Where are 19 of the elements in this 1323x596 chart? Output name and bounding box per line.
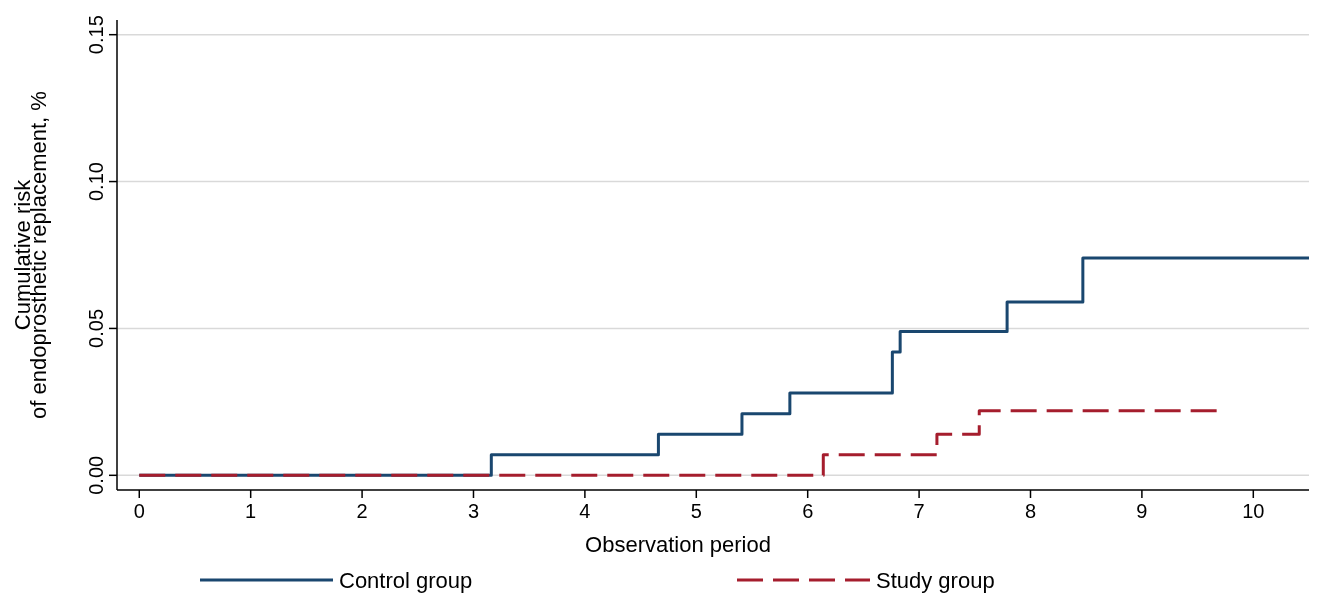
x-tick-label: 0 bbox=[133, 500, 145, 522]
x-tick-label: 2 bbox=[356, 500, 368, 522]
legend-label: Study group bbox=[876, 568, 995, 593]
y-tick-label: 0.00 bbox=[85, 455, 107, 495]
x-tick-label: 7 bbox=[913, 500, 925, 522]
y-axis-title: Cumulative risk of endoprosthetic replacement, % bbox=[10, 91, 51, 419]
x-axis-title: Observation period bbox=[585, 532, 771, 557]
x-tick-label: 5 bbox=[690, 500, 702, 522]
y-tick-label: 0.05 bbox=[85, 308, 107, 348]
legend-label: Control group bbox=[339, 568, 473, 593]
x-tick-label: 9 bbox=[1136, 500, 1148, 522]
y-tick-label: 0.15 bbox=[85, 15, 107, 55]
x-tick-label: 1 bbox=[245, 500, 257, 522]
x-tick-label: 3 bbox=[467, 500, 480, 522]
x-tick-label: 6 bbox=[802, 500, 814, 522]
y-tick-label: 0.10 bbox=[85, 162, 107, 202]
x-tick-label: 4 bbox=[579, 500, 591, 522]
x-tick-label: 8 bbox=[1024, 500, 1037, 522]
x-tick-label: 10 bbox=[1242, 500, 1265, 522]
